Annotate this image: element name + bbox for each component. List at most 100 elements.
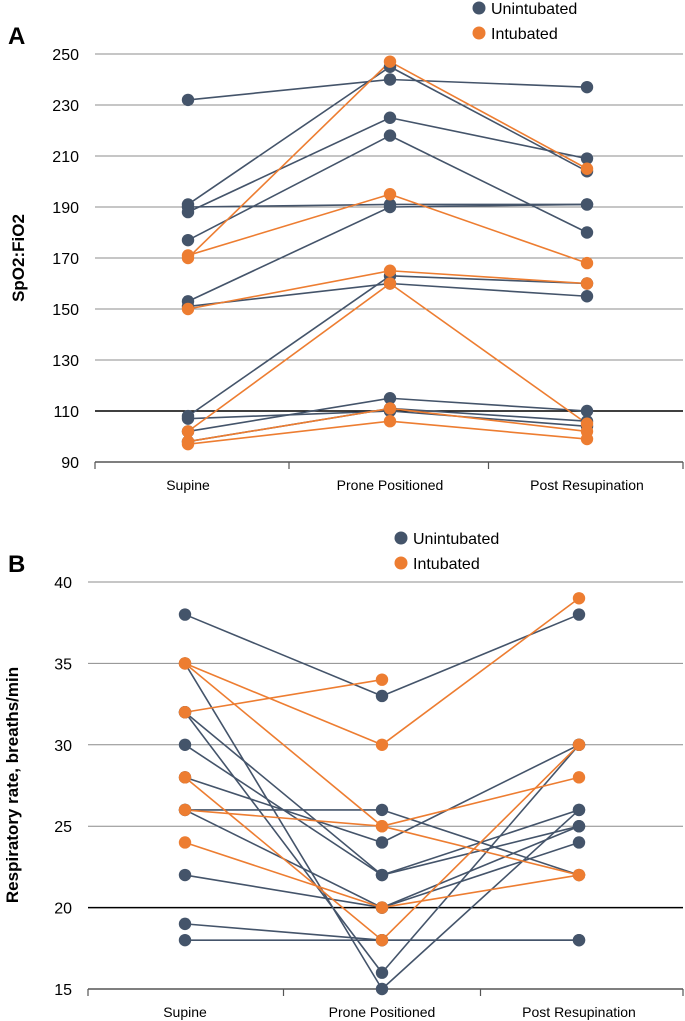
y-tick-label-35: 35 bbox=[54, 656, 72, 673]
intubated-line-segment bbox=[389, 60, 588, 170]
intubated-line-segment bbox=[187, 282, 391, 433]
unintubated-line-segment bbox=[389, 410, 588, 428]
unintubated-point bbox=[375, 689, 389, 703]
intubated-point bbox=[383, 264, 397, 277]
unintubated-line-segment bbox=[187, 275, 391, 417]
panel-b-x-ticks: Supine Prone Positioned Post Resupination bbox=[87, 989, 684, 1020]
unintubated-line-segment bbox=[184, 923, 383, 941]
intubated-point bbox=[181, 249, 195, 262]
unintubated-line-segment bbox=[381, 744, 580, 844]
unintubated-line-segment bbox=[187, 78, 391, 101]
intubated-line-segment bbox=[184, 809, 383, 827]
unintubated-point bbox=[580, 404, 594, 418]
y-tick-label-90: 90 bbox=[61, 455, 79, 472]
legend-marker-intubated bbox=[394, 556, 408, 570]
y-tick-label-210: 210 bbox=[52, 149, 79, 166]
intubated-point bbox=[178, 706, 192, 719]
unintubated-point bbox=[383, 111, 397, 124]
intubated-point bbox=[178, 771, 192, 784]
intubated-line-segment bbox=[187, 420, 391, 445]
unintubated-point bbox=[580, 80, 594, 94]
panel-a-x-ticks: Supine Prone Positioned Post Resupination bbox=[94, 462, 684, 493]
unintubated-line-segment bbox=[389, 397, 588, 412]
unintubated-point bbox=[383, 129, 397, 142]
y-tick-label-190: 190 bbox=[52, 200, 79, 217]
unintubated-line-segment bbox=[184, 711, 383, 974]
legend-marker-unintubated bbox=[394, 531, 408, 545]
intubated-point bbox=[383, 188, 397, 201]
unintubated-line-segment bbox=[184, 874, 383, 909]
intubated-line-segment bbox=[187, 269, 391, 310]
panel-b-gridlines bbox=[88, 581, 683, 990]
unintubated-point bbox=[375, 803, 389, 817]
unintubated-point bbox=[383, 200, 397, 214]
intubated-line-segment bbox=[381, 776, 580, 827]
unintubated-point bbox=[375, 982, 389, 996]
unintubated-line-segment bbox=[184, 711, 383, 876]
unintubated-line-segment bbox=[184, 613, 383, 697]
intubated-line-segment bbox=[381, 874, 580, 909]
unintubated-line-segment bbox=[389, 407, 588, 422]
intubated-point bbox=[572, 771, 586, 784]
intubated-line-segment bbox=[381, 597, 580, 746]
y-tick-label-30: 30 bbox=[54, 738, 72, 755]
unintubated-point bbox=[178, 608, 192, 621]
intubated-point bbox=[375, 901, 389, 914]
unintubated-line-segment bbox=[381, 809, 580, 990]
unintubated-point bbox=[181, 233, 195, 247]
x-tick-label-supine: Supine bbox=[163, 1004, 207, 1020]
unintubated-point bbox=[383, 73, 397, 86]
intubated-point bbox=[383, 277, 397, 290]
panel-b-points bbox=[178, 592, 586, 996]
intubated-point bbox=[572, 592, 586, 605]
unintubated-line-segment bbox=[187, 117, 391, 213]
intubated-line-segment bbox=[184, 841, 383, 909]
intubated-point bbox=[383, 402, 397, 415]
intubated-point bbox=[375, 738, 389, 751]
unintubated-line-segment bbox=[389, 275, 588, 285]
unintubated-line-segment bbox=[381, 825, 580, 909]
panel-a-chart: A SpO2:FiO2 90 110 130 150 170 190 210 230 250 S… bbox=[8, 1, 684, 493]
panel-b-y-ticks: 15 20 25 30 35 40 bbox=[54, 575, 72, 999]
unintubated-point bbox=[580, 226, 594, 239]
legend-label-unintubated: Unintubated bbox=[491, 1, 577, 18]
x-tick-label-post-resupination: Post Resupination bbox=[530, 477, 644, 493]
intubated-point bbox=[375, 933, 389, 947]
intubated-line-segment bbox=[389, 269, 588, 285]
intubated-point bbox=[181, 302, 195, 316]
unintubated-point bbox=[178, 738, 192, 751]
y-tick-label-130: 130 bbox=[52, 353, 79, 370]
panel-a-series-lines bbox=[187, 60, 588, 445]
unintubated-line-segment bbox=[389, 66, 588, 173]
intubated-line-segment bbox=[389, 193, 588, 264]
panel-b-y-axis-label: Respiratory rate, breaths/min bbox=[3, 667, 22, 903]
legend-marker-intubated bbox=[472, 26, 486, 40]
unintubated-point bbox=[181, 93, 195, 107]
unintubated-point bbox=[178, 933, 192, 947]
x-tick-label-prone-positioned: Prone Positioned bbox=[337, 477, 444, 493]
unintubated-line-segment bbox=[187, 66, 391, 206]
unintubated-line-segment bbox=[389, 282, 588, 298]
y-tick-label-20: 20 bbox=[54, 901, 72, 918]
unintubated-point bbox=[572, 836, 586, 849]
intubated-point bbox=[580, 432, 594, 446]
unintubated-line-segment bbox=[184, 662, 383, 990]
intubated-point bbox=[178, 836, 192, 849]
intubated-point bbox=[178, 657, 192, 670]
y-tick-label-40: 40 bbox=[54, 575, 72, 592]
y-tick-label-230: 230 bbox=[52, 98, 79, 115]
intubated-point bbox=[178, 803, 192, 817]
unintubated-line-segment bbox=[187, 410, 391, 420]
unintubated-point bbox=[181, 200, 195, 214]
unintubated-point bbox=[375, 966, 389, 979]
unintubated-point bbox=[375, 868, 389, 882]
unintubated-point bbox=[580, 152, 594, 165]
panel-a-letter: A bbox=[8, 23, 25, 50]
unintubated-point bbox=[178, 917, 192, 931]
panel-b-letter: B bbox=[8, 551, 25, 578]
intubated-line-segment bbox=[184, 678, 383, 714]
panel-b-chart: B Respiratory rate, breaths/min 15 20 25 30… bbox=[3, 531, 684, 1020]
intubated-point bbox=[572, 738, 586, 751]
unintubated-line-segment bbox=[381, 841, 580, 909]
legend-marker-unintubated bbox=[472, 1, 486, 15]
